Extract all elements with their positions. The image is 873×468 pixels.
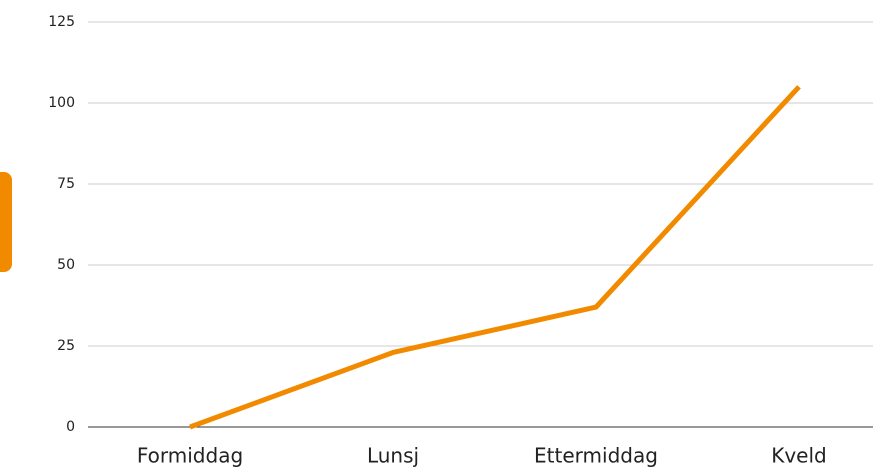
x-tick-label: Kveld [771,444,827,468]
y-tick-label: 125 [48,14,75,30]
x-tick-label: Formiddag [137,444,243,468]
line [189,85,801,430]
x-tick-label: Ettermiddag [534,444,658,468]
y-tick-label: 0 [66,419,75,435]
y-tick-label: 25 [57,338,75,354]
y-tick-label: 50 [57,257,75,273]
x-tick-label: Lunsj [367,444,419,468]
y-tick-label: 75 [57,176,75,192]
y-tick-label: 100 [48,95,75,111]
legend-marker [0,172,12,272]
